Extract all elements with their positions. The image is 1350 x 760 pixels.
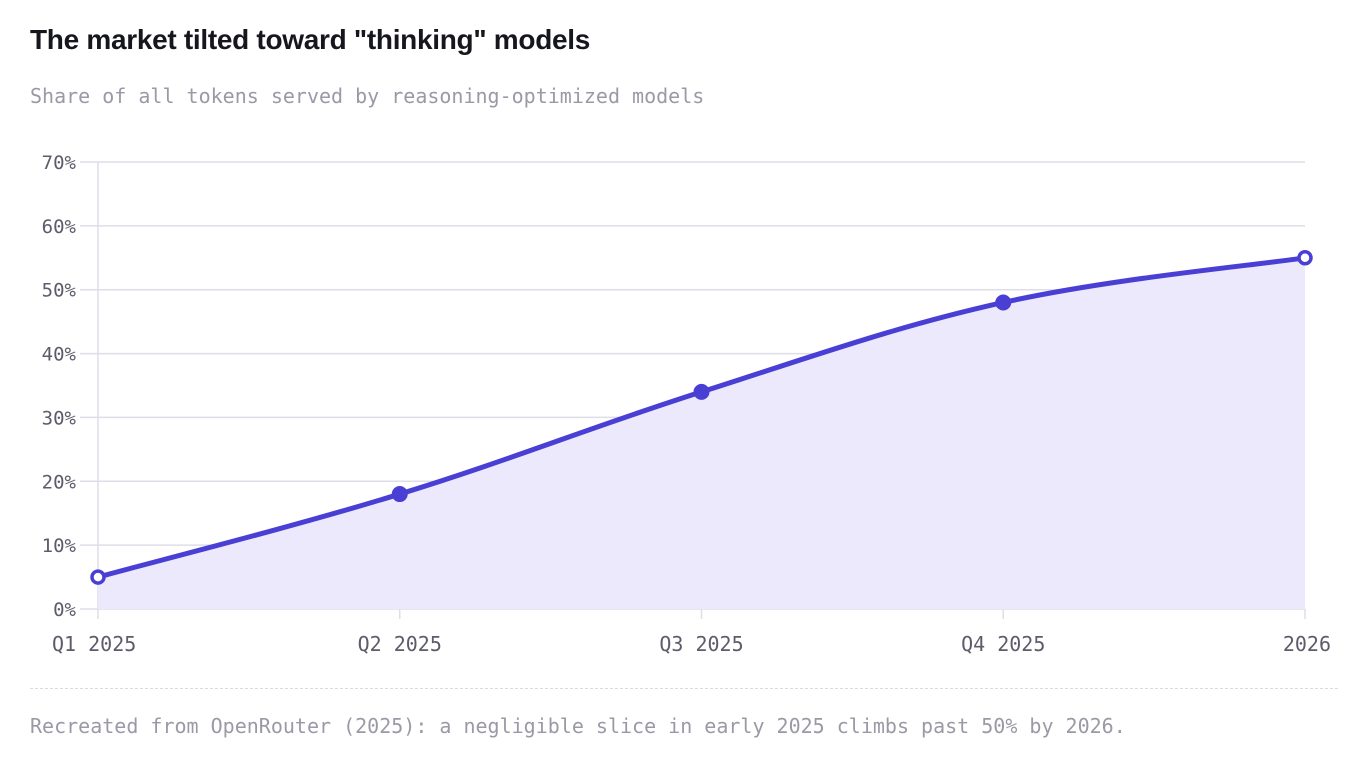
y-tick-label: 30% (42, 407, 77, 429)
chart-title: The market tilted toward "thinking" mode… (30, 24, 591, 55)
x-tick-label: Q1 2025 (52, 632, 136, 656)
x-tick-label: 2026 (1283, 632, 1331, 656)
footer-divider (30, 688, 1338, 689)
area-chart: 0% 10% 20% 30% 40% 50% 60% 70% Q1 2025 Q2 2025 Q3 … (42, 152, 1331, 656)
chart-subtitle: Share of all tokens served by reasoning-… (30, 84, 705, 108)
y-tick-label: 40% (42, 344, 77, 366)
data-point (995, 294, 1012, 311)
data-point (391, 486, 408, 503)
x-tick-label: Q2 2025 (358, 632, 442, 656)
y-tick-label: 10% (42, 535, 77, 557)
y-tick-label: 50% (42, 280, 77, 302)
source-footnote: Recreated from OpenRouter (2025): a negl… (30, 714, 1126, 738)
area-fill (98, 257, 1305, 609)
y-tick-label: 70% (42, 152, 77, 174)
data-point (693, 383, 710, 400)
x-tick-label: Q4 2025 (961, 632, 1045, 656)
y-tick-label: 60% (42, 216, 77, 238)
data-point (90, 569, 106, 585)
y-tick-label: 20% (42, 471, 77, 493)
data-point (1297, 250, 1313, 266)
y-tick-label: 0% (53, 599, 76, 621)
x-tick-label: Q3 2025 (659, 632, 743, 656)
